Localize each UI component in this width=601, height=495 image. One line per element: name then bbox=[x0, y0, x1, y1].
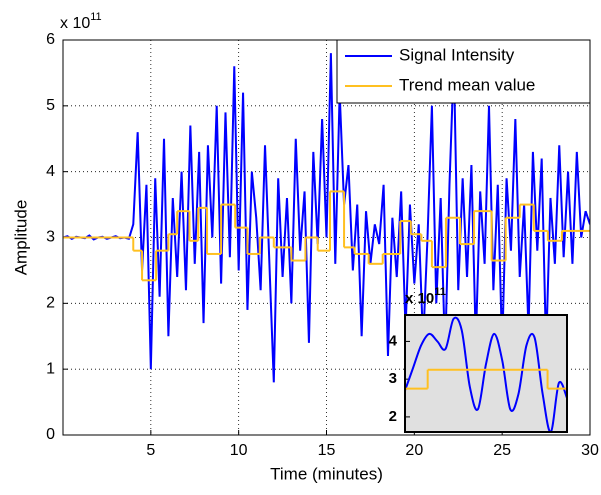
y-tick-label: 4 bbox=[46, 163, 55, 180]
x-tick-label: 30 bbox=[581, 442, 599, 459]
signal-line bbox=[405, 316, 567, 432]
x-tick-label: 25 bbox=[493, 442, 511, 459]
y-tick-label: 4 bbox=[389, 332, 398, 349]
y-tick-label: 5 bbox=[46, 97, 55, 114]
x-tick-label: 20 bbox=[405, 442, 423, 459]
x-tick-label: 5 bbox=[146, 442, 155, 459]
y-tick-label: 2 bbox=[389, 408, 397, 425]
y-multiplier: x 1011 bbox=[405, 286, 446, 307]
axes-frame bbox=[62, 39, 591, 436]
axes-frame bbox=[404, 314, 568, 433]
multiplier-base: x 10 bbox=[405, 290, 434, 307]
y-multiplier: x 1011 bbox=[60, 11, 102, 32]
y-tick-label: 3 bbox=[389, 370, 397, 387]
x-axis-label: Time (minutes) bbox=[270, 464, 383, 483]
y-axis-label: Amplitude bbox=[11, 200, 30, 276]
y-tick-label: 6 bbox=[46, 31, 55, 48]
x-tick-label: 10 bbox=[230, 442, 248, 459]
multiplier-exponent: 11 bbox=[90, 11, 101, 23]
legend-label: Trend mean value bbox=[399, 75, 535, 94]
multiplier-exponent: 11 bbox=[434, 286, 446, 298]
legend-box bbox=[336, 39, 591, 104]
y-tick-label: 0 bbox=[46, 426, 55, 443]
multiplier-base: x 10 bbox=[60, 15, 90, 32]
y-tick-label: 3 bbox=[46, 229, 55, 246]
plot-area bbox=[405, 315, 567, 432]
y-tick-label: 2 bbox=[46, 295, 55, 312]
x-tick-label: 15 bbox=[318, 442, 336, 459]
y-tick-label: 1 bbox=[46, 360, 55, 377]
legend-label: Signal Intensity bbox=[399, 45, 515, 64]
